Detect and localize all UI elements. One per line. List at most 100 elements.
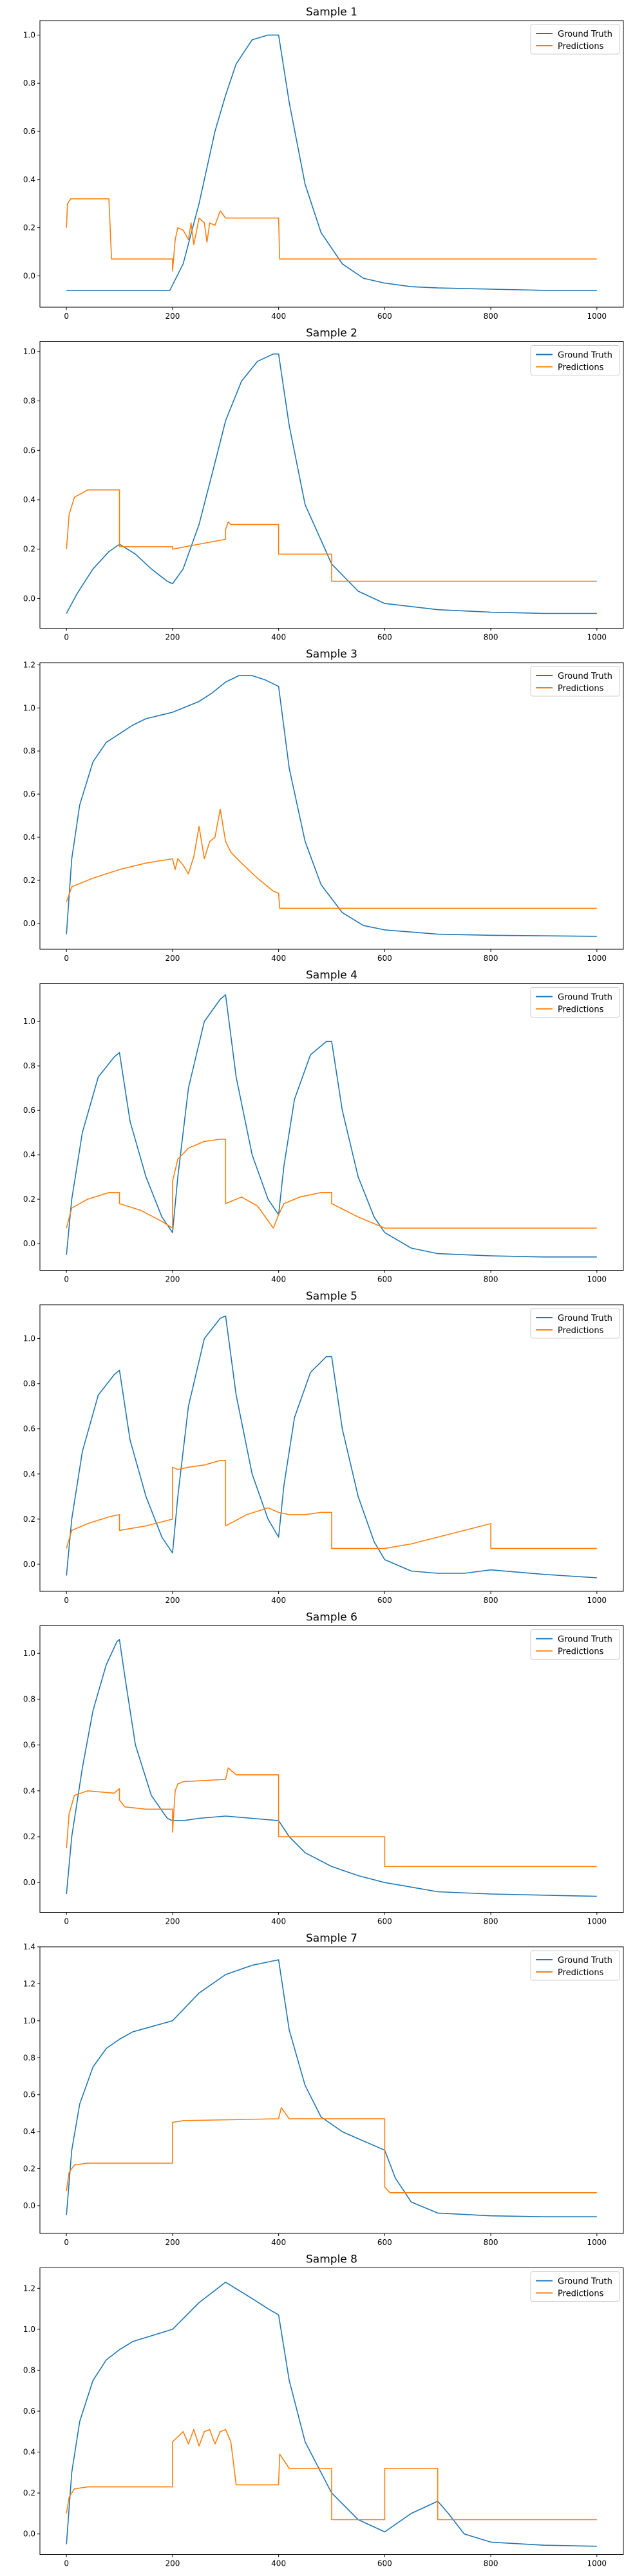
predictions-line bbox=[66, 1460, 597, 1549]
plot-frame bbox=[39, 983, 624, 1271]
legend: Ground Truth Predictions bbox=[530, 1950, 620, 1981]
chart-panel: Sample 7 0 200 400 600 800 1000 0.0 0.2 0.4 0.6 0.8… bbox=[23, 1932, 624, 2247]
y-tick-label: 0.4 bbox=[23, 495, 35, 504]
y-tick-label: 0.8 bbox=[23, 79, 35, 88]
legend: Ground Truth Predictions bbox=[530, 345, 620, 375]
x-tick-label: 600 bbox=[377, 2238, 392, 2247]
y-tick-label: 0.4 bbox=[23, 833, 35, 842]
predictions-line bbox=[66, 2107, 597, 2193]
x-tick-label: 1000 bbox=[587, 954, 607, 963]
chart-title: Sample 1 bbox=[306, 6, 357, 19]
legend-label: Ground Truth bbox=[558, 993, 612, 1003]
predictions-line bbox=[66, 198, 597, 272]
x-tick-label: 0 bbox=[64, 954, 69, 963]
legend-label: Predictions bbox=[558, 1647, 604, 1657]
legend-label: Predictions bbox=[558, 2289, 604, 2299]
chart-title: Sample 2 bbox=[306, 327, 357, 340]
x-tick-label: 400 bbox=[271, 2559, 286, 2568]
x-tick-label: 1000 bbox=[587, 2238, 607, 2247]
legend-label: Predictions bbox=[558, 684, 604, 694]
legend: Ground Truth Predictions bbox=[530, 2271, 620, 2302]
y-tick-label: 0.2 bbox=[23, 2488, 35, 2497]
x-tick-label: 200 bbox=[165, 1917, 180, 1926]
ground-truth-line bbox=[66, 2282, 597, 2547]
y-tick-label: 0.0 bbox=[23, 594, 35, 603]
x-tick-label: 1000 bbox=[587, 312, 607, 321]
y-tick-label: 1.2 bbox=[23, 2284, 35, 2293]
x-tick-label: 200 bbox=[165, 1596, 180, 1605]
legend: Ground Truth Predictions bbox=[530, 987, 620, 1018]
chart-title: Sample 8 bbox=[306, 2253, 357, 2266]
x-tick-label: 600 bbox=[377, 1275, 392, 1284]
legend-box bbox=[530, 24, 620, 55]
chart-panel: Sample 6 0 200 400 600 800 1000 0.0 0.2 0.4 0.6 0.8… bbox=[23, 1611, 624, 1926]
y-tick-label: 0.0 bbox=[23, 1878, 35, 1887]
x-tick-label: 600 bbox=[377, 312, 392, 321]
chart-title: Sample 7 bbox=[306, 1932, 357, 1945]
legend: Ground Truth Predictions bbox=[530, 1629, 620, 1660]
ground-truth-line bbox=[66, 1315, 597, 1578]
y-tick-label: 1.0 bbox=[23, 1649, 35, 1658]
x-tick-label: 600 bbox=[377, 633, 392, 642]
y-tick-label: 0.8 bbox=[23, 397, 35, 406]
x-tick-label: 800 bbox=[484, 1275, 498, 1284]
chart-title: Sample 3 bbox=[306, 648, 357, 661]
y-tick-label: 0.4 bbox=[23, 175, 35, 184]
y-tick-label: 0.8 bbox=[23, 2365, 35, 2374]
y-tick-label: 0.6 bbox=[23, 790, 35, 799]
x-tick-label: 600 bbox=[377, 1596, 392, 1605]
legend: Ground Truth Predictions bbox=[530, 666, 620, 697]
x-tick-label: 600 bbox=[377, 954, 392, 963]
x-tick-label: 400 bbox=[271, 2238, 286, 2247]
chart-title: Sample 5 bbox=[306, 1290, 357, 1303]
plot-frame bbox=[39, 1304, 624, 1592]
plot-frame bbox=[39, 1946, 624, 2234]
y-tick-label: 0.2 bbox=[23, 1195, 35, 1204]
legend-label: Ground Truth bbox=[558, 30, 612, 39]
y-tick-label: 0.4 bbox=[23, 1786, 35, 1795]
y-tick-label: 0.2 bbox=[23, 1832, 35, 1841]
legend-label: Ground Truth bbox=[558, 351, 612, 361]
x-tick-label: 800 bbox=[484, 2559, 498, 2568]
chart-panel: Sample 2 0 200 400 600 800 1000 0.0 0.2 0.4 0.6 0.8… bbox=[23, 327, 624, 642]
y-tick-label: 0.0 bbox=[23, 2201, 35, 2210]
y-tick-label: 0.4 bbox=[23, 2448, 35, 2457]
x-tick-label: 0 bbox=[64, 633, 69, 642]
y-tick-label: 0.2 bbox=[23, 1515, 35, 1524]
y-tick-label: 0.2 bbox=[23, 2164, 35, 2174]
x-tick-label: 400 bbox=[271, 1917, 286, 1926]
y-tick-label: 0.6 bbox=[23, 2407, 35, 2416]
x-tick-label: 1000 bbox=[587, 633, 607, 642]
y-tick-label: 0.6 bbox=[23, 1425, 35, 1434]
chart-panel: Sample 1 0 200 400 600 800 1000 0.0 0.2 0.4 0.6 0.8… bbox=[23, 6, 624, 321]
x-tick-label: 200 bbox=[165, 2238, 180, 2247]
x-tick-label: 200 bbox=[165, 312, 180, 321]
legend-label: Ground Truth bbox=[558, 672, 612, 681]
ground-truth-line bbox=[66, 34, 597, 291]
y-tick-label: 1.2 bbox=[23, 660, 35, 669]
x-tick-label: 400 bbox=[271, 954, 286, 963]
plot-frame bbox=[39, 1625, 624, 1913]
legend-label: Predictions bbox=[558, 1968, 604, 1978]
x-tick-label: 0 bbox=[64, 2559, 69, 2568]
x-tick-label: 200 bbox=[165, 1275, 180, 1284]
x-tick-label: 0 bbox=[64, 1917, 69, 1926]
x-tick-label: 400 bbox=[271, 1275, 286, 1284]
y-tick-label: 0.8 bbox=[23, 1379, 35, 1388]
y-tick-label: 0.6 bbox=[23, 2090, 35, 2099]
y-tick-label: 0.4 bbox=[23, 1470, 35, 1479]
legend-label: Predictions bbox=[558, 1326, 604, 1336]
y-tick-label: 0.8 bbox=[23, 1061, 35, 1070]
chart-title: Sample 6 bbox=[306, 1611, 357, 1624]
y-tick-label: 0.4 bbox=[23, 2127, 35, 2136]
chart-panel: Sample 4 0 200 400 600 800 1000 0.0 0.2 0.4 0.6 0.8… bbox=[23, 969, 624, 1284]
x-tick-label: 800 bbox=[484, 954, 498, 963]
legend-label: Ground Truth bbox=[558, 1956, 612, 1965]
y-tick-label: 1.0 bbox=[23, 30, 35, 39]
x-tick-label: 800 bbox=[484, 312, 498, 321]
ground-truth-line bbox=[66, 675, 597, 937]
y-tick-label: 1.2 bbox=[23, 1979, 35, 1988]
x-tick-label: 600 bbox=[377, 1917, 392, 1926]
y-tick-label: 0.2 bbox=[23, 876, 35, 885]
plot-frame bbox=[39, 20, 624, 308]
